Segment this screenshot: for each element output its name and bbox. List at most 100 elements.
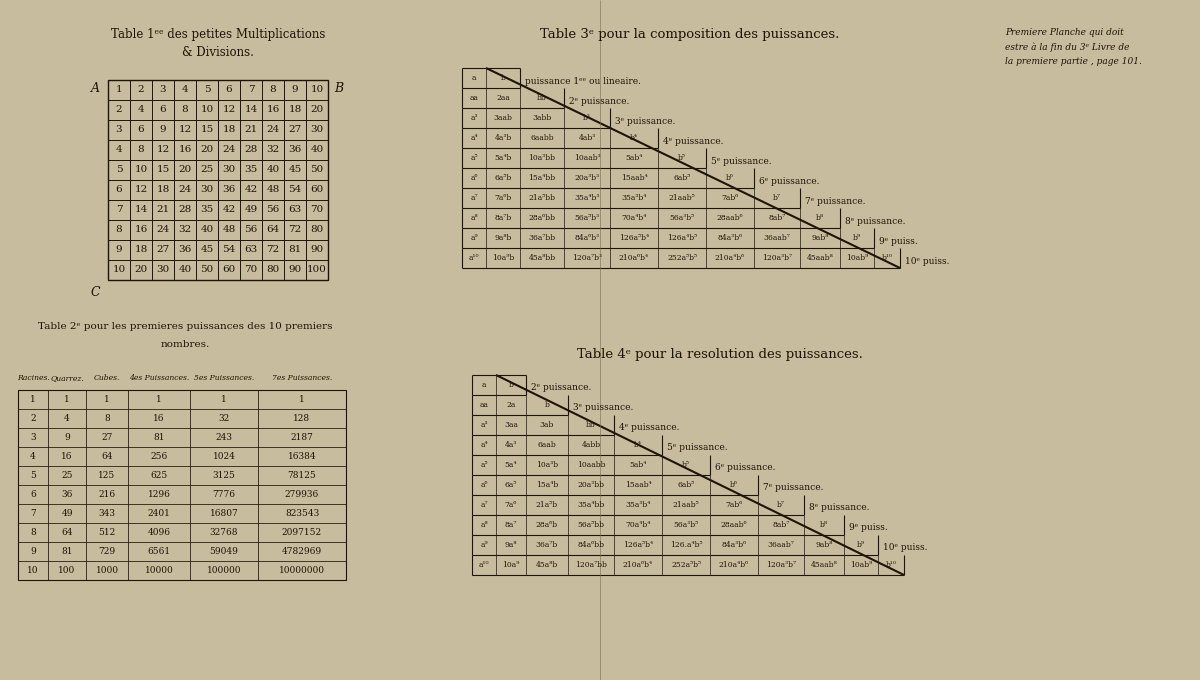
Text: 10ab⁹: 10ab⁹ [846,254,868,262]
Text: 1: 1 [299,395,305,404]
Text: 216: 216 [98,490,115,499]
Text: 10a³b: 10a³b [536,461,558,469]
Text: a⁹: a⁹ [470,234,478,242]
Text: 10: 10 [311,86,324,95]
Text: 3ᵉ puissance.: 3ᵉ puissance. [616,116,676,126]
Text: aa: aa [469,94,479,102]
Text: 48: 48 [222,226,235,235]
Text: 15: 15 [200,126,214,135]
Text: 30: 30 [311,126,324,135]
Text: 12: 12 [134,186,148,194]
Text: Table 1ᵉᵉ des petites Multiplications: Table 1ᵉᵉ des petites Multiplications [110,28,325,41]
Text: 3: 3 [30,433,36,442]
Text: 16384: 16384 [288,452,317,461]
Text: 4a³: 4a³ [505,441,517,449]
Text: 28: 28 [179,205,192,214]
Text: 10a⁹: 10a⁹ [503,561,520,569]
Text: 35: 35 [245,165,258,175]
Text: 15aab⁴: 15aab⁴ [620,174,647,182]
Text: 10: 10 [200,105,214,114]
Text: 9: 9 [30,547,36,556]
Text: 10: 10 [28,566,38,575]
Text: 7776: 7776 [212,490,235,499]
Text: 70: 70 [311,205,324,214]
Text: 84a³b⁶: 84a³b⁶ [718,234,743,242]
Text: 9: 9 [115,245,122,254]
Text: 126a⁵b⁴: 126a⁵b⁴ [619,234,649,242]
Text: 4abb: 4abb [582,441,600,449]
Text: 8a⁷b: 8a⁷b [494,214,511,222]
Text: aa: aa [480,401,488,409]
Text: 21: 21 [156,205,169,214]
Text: b¹⁰: b¹⁰ [882,254,893,262]
Text: 128: 128 [294,414,311,423]
Text: 32: 32 [179,226,192,235]
Text: 56a³b⁵: 56a³b⁵ [673,521,698,529]
Text: 6: 6 [115,186,122,194]
Text: 8: 8 [115,226,122,235]
Text: 42: 42 [222,205,235,214]
Text: 2ᵉ puissance.: 2ᵉ puissance. [569,97,629,105]
Text: 49: 49 [61,509,73,518]
Text: b⁸: b⁸ [816,214,824,222]
Text: 8ᵉ puissance.: 8ᵉ puissance. [845,216,906,226]
Text: 63: 63 [245,245,258,254]
Text: 10a⁹b: 10a⁹b [492,254,514,262]
Text: 243: 243 [216,433,233,442]
Text: 72: 72 [266,245,280,254]
Text: 64: 64 [101,452,113,461]
Text: 35a³b⁴: 35a³b⁴ [625,501,650,509]
Text: 4096: 4096 [148,528,170,537]
Text: 32: 32 [218,414,229,423]
Text: b⁷: b⁷ [778,501,785,509]
Text: 6: 6 [226,86,233,95]
Text: 9ab⁸: 9ab⁸ [811,234,829,242]
Text: 5: 5 [30,471,36,480]
Bar [108,80,328,280]
Text: 16807: 16807 [210,509,239,518]
Text: 45a⁸bb: 45a⁸bb [528,254,556,262]
Text: 10ᵉ puiss.: 10ᵉ puiss. [905,256,949,265]
Text: 27: 27 [101,433,113,442]
Text: 49: 49 [245,205,258,214]
Text: 16: 16 [266,105,280,114]
Text: 14: 14 [245,105,258,114]
Text: 7ᵉ puissance.: 7ᵉ puissance. [805,197,865,205]
Text: 729: 729 [98,547,115,556]
Text: 1: 1 [104,395,110,404]
Text: 7ᵉ puissance.: 7ᵉ puissance. [763,483,823,492]
Text: 5a⁴: 5a⁴ [505,461,517,469]
Text: b⁶: b⁶ [730,481,738,489]
Text: 60: 60 [222,265,235,275]
Text: 45: 45 [288,165,301,175]
Text: 279936: 279936 [284,490,319,499]
Text: 120a⁷bb: 120a⁷bb [575,561,607,569]
Text: Racines.: Racines. [17,374,49,382]
Text: 45aab⁸: 45aab⁸ [806,254,833,262]
Text: 27: 27 [288,126,301,135]
Text: 15a⁴bb: 15a⁴bb [528,174,556,182]
Text: 20a³b³: 20a³b³ [575,174,600,182]
Text: 7: 7 [30,509,36,518]
Text: a⁷: a⁷ [470,194,478,202]
Text: 30: 30 [156,265,169,275]
Text: 45a⁸b: 45a⁸b [536,561,558,569]
Text: 25: 25 [200,165,214,175]
Text: 126.a⁴b⁵: 126.a⁴b⁵ [670,541,702,549]
Text: 40: 40 [311,146,324,154]
Text: 6ab⁵: 6ab⁵ [677,481,695,489]
Text: 8ab⁷: 8ab⁷ [768,214,786,222]
Text: 1296: 1296 [148,490,170,499]
Text: a⁴: a⁴ [470,134,478,142]
Text: 4es Puissances.: 4es Puissances. [128,374,190,382]
Text: 64: 64 [61,528,73,537]
Text: 7ab⁶: 7ab⁶ [725,501,743,509]
Text: 3ᵉ puissance.: 3ᵉ puissance. [574,403,634,413]
Text: nombres.: nombres. [161,340,210,349]
Text: 35a⁴bb: 35a⁴bb [577,501,605,509]
Text: 1000: 1000 [96,566,119,575]
Text: 9a⁸b: 9a⁸b [494,234,511,242]
Text: 4a³b: 4a³b [494,134,511,142]
Text: 2ᵉ puissance.: 2ᵉ puissance. [530,384,592,392]
Text: 32: 32 [266,146,280,154]
